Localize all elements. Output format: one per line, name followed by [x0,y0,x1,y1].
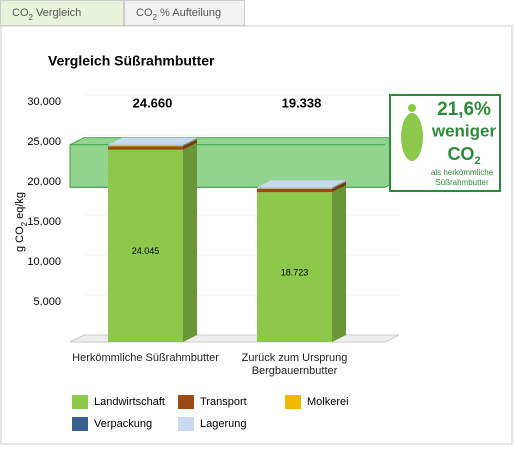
badge-co2-sub: 2 [474,155,480,167]
bar-side [332,182,346,193]
legend-swatch [178,417,194,431]
tab[interactable] [0,0,124,26]
tab-label: CO2 Vergleich [12,7,81,22]
footprint [408,104,416,112]
badge-text: weniger [431,121,497,140]
legend-label: Landwirtschaft [94,396,165,408]
legend-label: Transport [200,396,247,408]
legend-label: Lagerung [200,418,247,430]
legend-swatch [72,395,88,409]
y-axis-label-part: g CO [14,226,26,252]
bar-side [183,138,197,147]
bar-side [183,142,197,342]
y-axis-label-part: eq/kg [14,192,26,222]
badge-co2: CO2 [447,144,480,167]
x-tick-label: Herkömmliche Süßrahmbutter [72,352,219,364]
x-tick-label: Zurück zum Ursprung Bergbauernbutter [241,352,348,377]
bar-segment [257,192,332,342]
bar-segment [108,144,183,146]
value-label: 24.045 [132,246,160,256]
bar-side [183,139,197,150]
legend-swatch [178,395,194,409]
bar-side [332,181,346,190]
bar-side [332,185,346,342]
legend-label: Molkerei [307,396,349,408]
legend-label: Verpackung [94,418,152,430]
y-tick-label: 5.000 [33,296,61,308]
legend-swatch [72,417,88,431]
bar-segment [257,189,332,193]
bar-side [183,139,197,147]
tab-label-part: % Aufteilung [157,7,221,19]
y-tick-label: 30.000 [27,96,61,108]
y-tick-label: 25.000 [27,136,61,148]
total-label: 19.338 [282,95,322,110]
bar-top [257,180,346,188]
total-label: 24.660 [133,95,173,110]
tab-label-part: CO [136,7,153,19]
bar-side [332,181,346,189]
y-tick-label: 10.000 [27,256,61,268]
bar-side [332,180,346,189]
bar-segment [108,146,183,150]
panel [0,25,513,445]
badge-text: als herkömmliche [431,168,494,177]
tab-label-sub: 2 [29,13,34,22]
tab-label-sub: 2 [153,13,158,22]
y-axis-label: g CO2 eq/kg [14,192,29,252]
badge-text: Süßrahmbutter [435,178,489,187]
footprint [401,113,423,161]
tab-label: CO2 % Aufteilung [136,7,221,22]
bar-segment [108,149,183,342]
badge-co2-part: CO [447,144,474,164]
legend-swatch [285,395,301,409]
tab[interactable] [124,0,245,26]
tab-label-part: Vergleich [33,7,81,19]
badge-percent: 21,6% [437,99,491,120]
tab-label-part: CO [12,7,29,19]
value-label: 18.723 [281,267,309,277]
bar-segment [257,187,332,189]
bar-side [183,137,197,146]
y-axis-label-sub: 2 [20,221,29,226]
bar-top [108,137,197,145]
chart-title: Vergleich Süßrahmbutter [48,53,215,69]
y-tick-label: 20.000 [27,176,61,188]
y-tick-label: 15.000 [27,216,61,228]
